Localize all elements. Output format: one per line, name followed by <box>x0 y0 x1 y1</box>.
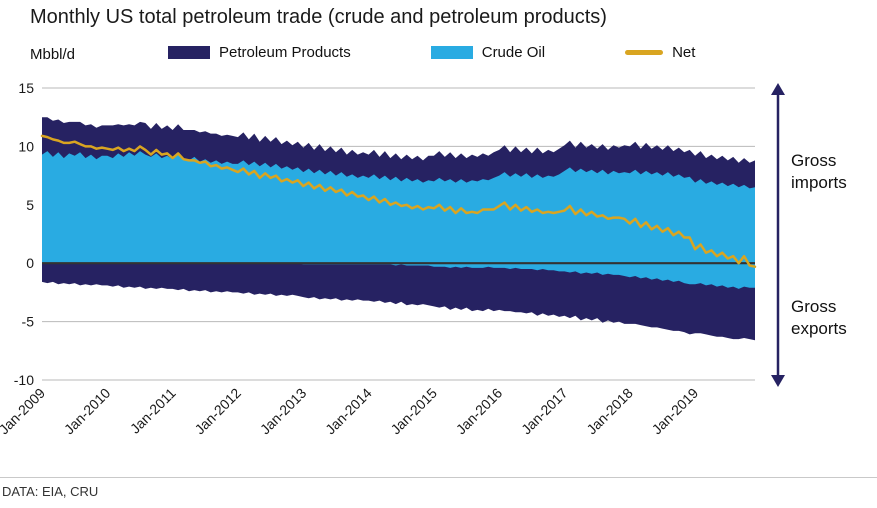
y-tick-label: 5 <box>26 197 34 213</box>
y-tick-label: -5 <box>22 314 35 330</box>
legend-label-net: Net <box>672 44 696 61</box>
x-tick-label: Jan-2012 <box>191 385 244 438</box>
data-source: DATA: EIA, CRU <box>2 484 99 499</box>
legend-item-net: Net <box>625 44 695 61</box>
arrow-head-up-icon <box>771 83 785 95</box>
x-tick-label: Jan-2011 <box>127 385 179 437</box>
x-tick-label: Jan-2015 <box>387 385 440 438</box>
x-tick-label: Jan-2018 <box>583 385 636 438</box>
page-title: Monthly US total petroleum trade (crude … <box>30 6 607 28</box>
gross-imports-label: Gross imports <box>791 151 847 193</box>
petroleum-products-swatch-icon <box>168 46 210 59</box>
legend-item-crude-oil: Crude Oil <box>430 44 546 61</box>
y-tick-label: 15 <box>18 80 34 96</box>
x-tick-label: Jan-2016 <box>453 385 506 438</box>
gross-exports-label: Gross exports <box>791 297 847 339</box>
legend-label-petroleum-products: Petroleum Products <box>219 44 351 61</box>
x-tick-label: Jan-2017 <box>518 385 571 438</box>
legend-item-petroleum-products: Petroleum Products <box>168 44 351 61</box>
x-tick-label: Jan-2010 <box>61 385 114 438</box>
net-line <box>40 134 757 268</box>
arrow-head-down-icon <box>771 375 785 387</box>
x-tick-label: Jan-2014 <box>322 385 375 438</box>
net-line-swatch-icon <box>625 50 664 55</box>
y-tick-label: 10 <box>18 138 34 154</box>
crude-oil-imports-area <box>42 151 755 264</box>
legend-label-crude-oil: Crude Oil <box>481 44 546 61</box>
x-tick-label: Jan-2013 <box>257 385 310 438</box>
y-tick-label: 0 <box>26 255 34 271</box>
y-axis-unit-label: Mbbl/d <box>30 46 76 63</box>
chart-legend: Petroleum Products Crude Oil Net <box>168 44 695 61</box>
y-tick-label: -10 <box>14 372 34 388</box>
crude-oil-exports-area <box>42 263 755 289</box>
imports-exports-range-arrow-icon <box>771 83 785 387</box>
footer-divider <box>0 477 877 478</box>
petroleum-products-exports-area <box>42 263 755 341</box>
crude-oil-swatch-icon <box>430 46 473 59</box>
x-tick-label: Jan-2009 <box>0 385 48 438</box>
x-tick-label: Jan-2019 <box>649 385 702 438</box>
